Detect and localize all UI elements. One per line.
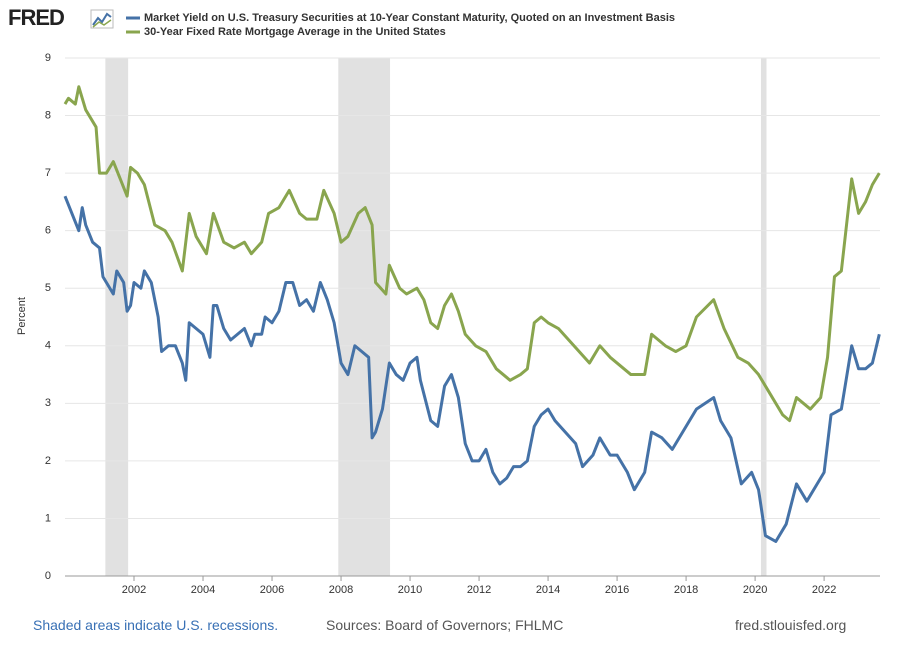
- x-tick-label: 2002: [122, 584, 146, 596]
- sources: Sources: Board of Governors; FHLMC: [326, 617, 564, 633]
- series-line: [63, 195, 881, 543]
- x-tick-label: 2006: [260, 584, 284, 596]
- recession-note: Shaded areas indicate U.S. recessions.: [33, 617, 279, 633]
- chart: FRED Percent 0 1 2 3 4 5 6 7 8 9 2002 2004 2006 2008 2…: [8, 5, 881, 596]
- y-tick-label: 0: [45, 570, 51, 582]
- x-tick-label: 2016: [605, 584, 629, 596]
- y-tick-label: 9: [45, 52, 51, 64]
- y-tick-label: 5: [45, 282, 51, 294]
- x-tick-label: 2018: [674, 584, 698, 596]
- x-tick-label: 2008: [329, 584, 353, 596]
- y-tick-label: 2: [45, 455, 51, 467]
- logo: FRED: [8, 5, 64, 30]
- site: fred.stlouisfed.org: [735, 617, 847, 633]
- y-tick-label: 4: [45, 340, 51, 352]
- y-tick-label: 3: [45, 397, 51, 409]
- x-tick-label: 2004: [191, 584, 215, 596]
- recession-band: [105, 58, 129, 576]
- x-tick-label: 2012: [467, 584, 491, 596]
- series-line: [63, 85, 881, 423]
- recession-band: [760, 58, 767, 576]
- x-tick-label: 2014: [536, 584, 560, 596]
- legend-swatch: [126, 16, 140, 20]
- y-axis-label: Percent: [16, 297, 28, 335]
- y-tick-label: 7: [45, 167, 51, 179]
- x-tick-label: 2010: [398, 584, 422, 596]
- recession-band: [338, 58, 391, 576]
- y-tick-label: 6: [45, 225, 51, 237]
- legend-label: 30-Year Fixed Rate Mortgage Average in t…: [144, 26, 446, 38]
- y-tick-label: 1: [45, 512, 51, 524]
- logo-icon: [90, 9, 114, 29]
- legend-swatch: [126, 30, 140, 34]
- y-tick-label: 8: [45, 109, 51, 121]
- x-tick-label: 2020: [743, 584, 767, 596]
- x-tick-label: 2022: [812, 584, 836, 596]
- legend-label: Market Yield on U.S. Treasury Securities…: [144, 12, 675, 24]
